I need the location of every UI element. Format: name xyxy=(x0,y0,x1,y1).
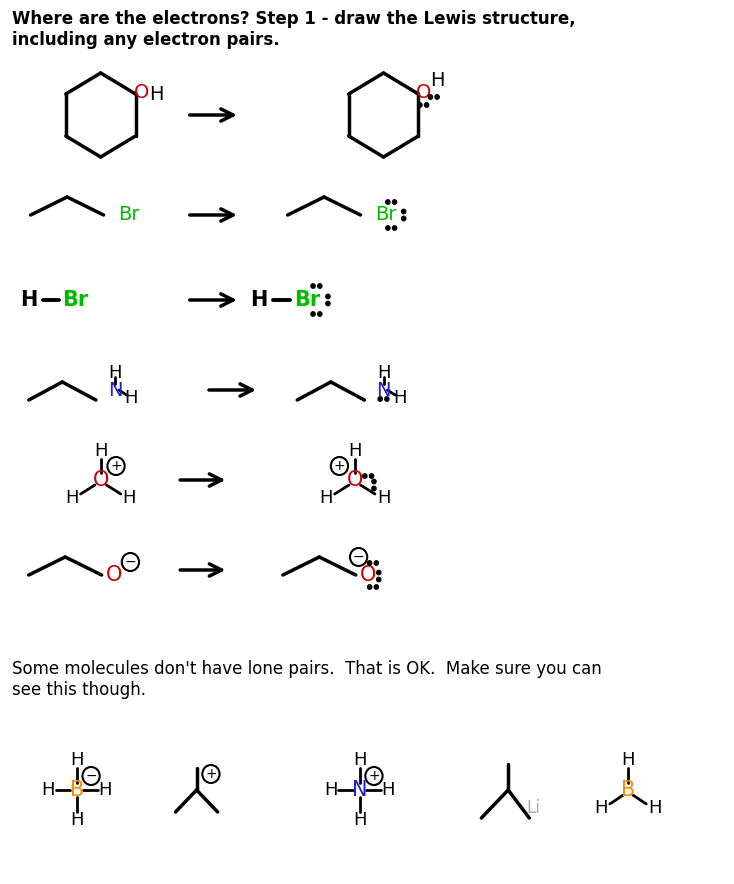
Text: O: O xyxy=(134,82,149,102)
Circle shape xyxy=(401,217,406,221)
Circle shape xyxy=(318,284,322,288)
Text: H: H xyxy=(393,389,407,407)
Circle shape xyxy=(326,294,330,299)
Text: H: H xyxy=(125,389,138,407)
Text: Br: Br xyxy=(294,290,320,310)
Text: Br: Br xyxy=(375,205,396,225)
Text: Some molecules don't have lone pairs.  That is OK.  Make sure you can
see this t: Some molecules don't have lone pairs. Th… xyxy=(12,660,601,698)
Circle shape xyxy=(368,585,371,590)
Text: −: − xyxy=(125,555,137,569)
Text: +: + xyxy=(334,459,345,473)
Text: +: + xyxy=(368,769,379,783)
Text: O: O xyxy=(346,470,363,490)
Text: H: H xyxy=(377,489,390,507)
Text: H: H xyxy=(99,781,112,799)
Circle shape xyxy=(393,200,396,204)
Circle shape xyxy=(374,560,379,565)
Text: H: H xyxy=(348,442,362,460)
Text: H: H xyxy=(150,85,164,103)
Text: N: N xyxy=(352,780,367,800)
Circle shape xyxy=(435,95,439,99)
Circle shape xyxy=(363,474,367,478)
Text: H: H xyxy=(123,489,137,507)
Circle shape xyxy=(386,225,390,230)
Text: H: H xyxy=(382,781,395,799)
Circle shape xyxy=(369,474,374,478)
Text: H: H xyxy=(621,751,635,769)
Circle shape xyxy=(385,397,389,401)
Text: H: H xyxy=(377,364,390,382)
Text: H: H xyxy=(41,781,55,799)
Text: B: B xyxy=(621,780,635,800)
Text: H: H xyxy=(20,290,37,310)
Circle shape xyxy=(377,570,381,575)
Text: +: + xyxy=(110,459,122,473)
Text: −: − xyxy=(353,550,364,564)
Text: H: H xyxy=(353,811,366,829)
Text: H: H xyxy=(250,290,268,310)
Text: H: H xyxy=(648,799,661,817)
Circle shape xyxy=(374,585,379,590)
Text: N: N xyxy=(377,380,390,400)
Text: H: H xyxy=(324,781,338,799)
Circle shape xyxy=(378,397,382,401)
Circle shape xyxy=(311,284,315,288)
Text: +: + xyxy=(205,767,217,781)
Circle shape xyxy=(429,95,432,99)
Text: O: O xyxy=(360,565,377,585)
Text: H: H xyxy=(70,811,84,829)
Text: O: O xyxy=(106,565,123,585)
Text: O: O xyxy=(92,470,109,490)
Text: H: H xyxy=(109,364,122,382)
Circle shape xyxy=(377,577,381,582)
Text: H: H xyxy=(430,71,445,89)
Text: O: O xyxy=(415,82,431,102)
Text: −: − xyxy=(85,769,97,783)
Text: Where are the electrons? Step 1 - draw the Lewis structure,
including any electr: Where are the electrons? Step 1 - draw t… xyxy=(12,10,575,49)
Circle shape xyxy=(424,103,429,107)
Circle shape xyxy=(326,301,330,306)
Circle shape xyxy=(368,560,371,565)
Text: H: H xyxy=(595,799,608,817)
Circle shape xyxy=(393,225,396,230)
Circle shape xyxy=(372,479,376,484)
Circle shape xyxy=(372,486,376,491)
Text: H: H xyxy=(353,751,366,769)
Text: B: B xyxy=(70,780,84,800)
Text: Br: Br xyxy=(117,205,139,225)
Circle shape xyxy=(311,312,315,316)
Text: H: H xyxy=(70,751,84,769)
Circle shape xyxy=(418,103,422,107)
Text: H: H xyxy=(65,489,79,507)
Text: Li: Li xyxy=(526,799,540,817)
Text: Br: Br xyxy=(62,290,88,310)
Text: H: H xyxy=(319,489,333,507)
Circle shape xyxy=(386,200,390,204)
Text: N: N xyxy=(108,380,123,400)
Circle shape xyxy=(401,210,406,214)
Circle shape xyxy=(318,312,322,316)
Text: H: H xyxy=(94,442,107,460)
